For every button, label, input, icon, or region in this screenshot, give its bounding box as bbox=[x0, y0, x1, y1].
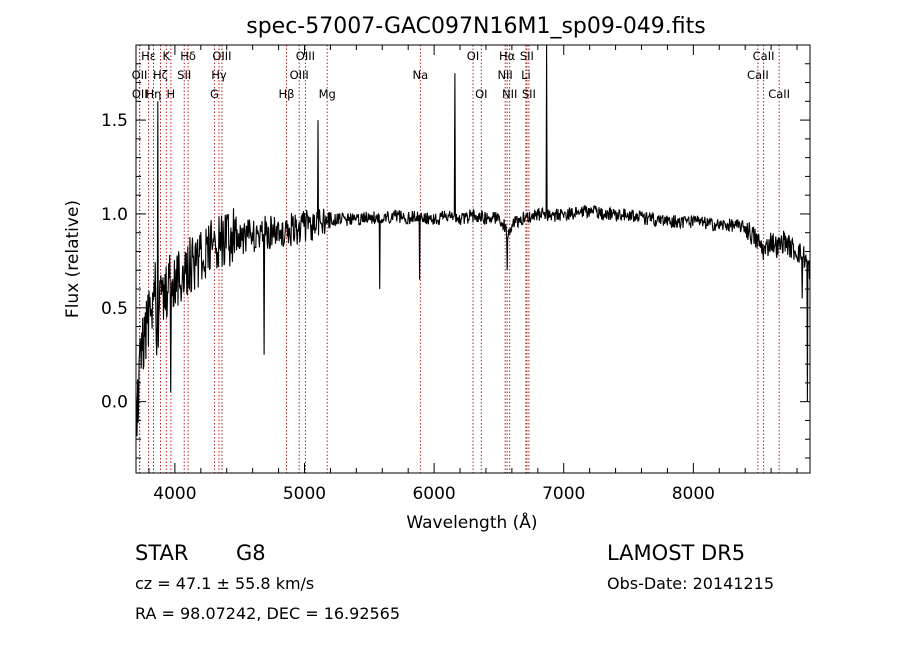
spectral-line-label: OII bbox=[132, 68, 148, 82]
object-subclass: G8 bbox=[236, 541, 266, 565]
spectral-line-label: OIII bbox=[290, 68, 309, 82]
spectral-line-label: NII bbox=[502, 87, 517, 101]
y-tick-label: 0.0 bbox=[101, 393, 128, 413]
x-tick-label: 7000 bbox=[542, 484, 585, 504]
axis-ticks: 4000 5000 6000 7000 8000 0.0 0.5 1.0 1.5 bbox=[101, 45, 810, 504]
plot-frame bbox=[135, 44, 811, 474]
spectral-line-label: OIII bbox=[212, 49, 231, 63]
spectral-line-label: CaII bbox=[747, 68, 769, 82]
y-tick-label: 0.5 bbox=[101, 299, 128, 319]
spectral-line-label: Mg bbox=[319, 87, 336, 101]
redshift-value: cz = 47.1 ± 55.8 km/s bbox=[135, 574, 314, 593]
y-axis-label: Flux (relative) bbox=[63, 200, 83, 318]
spectral-line-label: SII bbox=[177, 68, 191, 82]
spectral-line-label: G bbox=[210, 87, 219, 101]
spectral-line-label: Na bbox=[413, 68, 429, 82]
spectral-line-label: SII bbox=[522, 87, 536, 101]
spectral-line-label: Hβ bbox=[278, 87, 294, 101]
x-tick-label: 5000 bbox=[283, 484, 326, 504]
spectral-line-label: CaII bbox=[768, 87, 790, 101]
x-axis-label: Wavelength (Å) bbox=[406, 511, 537, 533]
spectral-line-label: Hγ bbox=[211, 68, 227, 82]
spectral-line-label: Hε bbox=[141, 49, 156, 63]
survey-name: LAMOST DR5 bbox=[607, 541, 745, 565]
x-tick-label: 4000 bbox=[153, 484, 196, 504]
object-class: STAR bbox=[135, 541, 188, 565]
spectrum-line bbox=[135, 44, 811, 437]
spectral-line-label: NII bbox=[497, 68, 512, 82]
observation-date: Obs-Date: 20141215 bbox=[607, 574, 774, 593]
spectral-line-label: OI bbox=[475, 87, 487, 101]
spectrum-series bbox=[135, 44, 811, 437]
spectral-line-label: Hδ bbox=[180, 49, 196, 63]
spectral-line-label: Hζ bbox=[153, 68, 168, 82]
spectral-line-label: OIII bbox=[296, 49, 315, 63]
coordinates: RA = 98.07242, DEC = 16.92565 bbox=[135, 604, 400, 623]
x-tick-label: 6000 bbox=[412, 484, 455, 504]
spectral-line-label: Hη bbox=[146, 87, 162, 101]
spectral-line-label: OI bbox=[467, 49, 479, 63]
y-tick-label: 1.0 bbox=[101, 205, 128, 225]
x-tick-label: 8000 bbox=[672, 484, 715, 504]
spectral-line-label: CaII bbox=[753, 49, 775, 63]
y-tick-label: 1.5 bbox=[101, 111, 128, 131]
spectral-line-label: SII bbox=[520, 49, 534, 63]
spectral-line-markers bbox=[138, 45, 780, 473]
chart-title: spec-57007-GAC097N16M1_sp09-049.fits bbox=[246, 14, 706, 39]
spectral-line-label: Li bbox=[521, 68, 531, 82]
spectral-line-label: Hα bbox=[499, 49, 516, 63]
spectral-line-label: H bbox=[167, 87, 176, 101]
spectral-line-label: K bbox=[163, 49, 171, 63]
